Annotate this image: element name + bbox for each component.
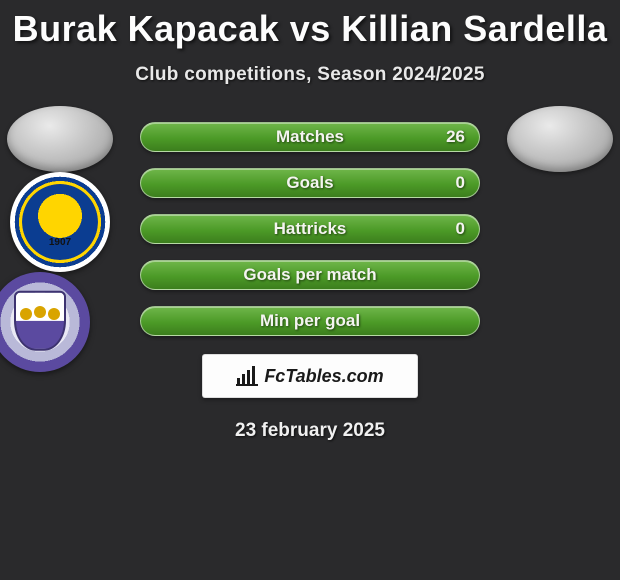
comparison-subtitle: Club competitions, Season 2024/2025 — [0, 64, 620, 86]
comparison-date: 23 february 2025 — [0, 420, 620, 442]
comparison-title: Burak Kapacak vs Killian Sardella — [0, 0, 620, 50]
stat-right-value: 0 — [456, 169, 465, 197]
stat-bar-goals-per-match: Goals per match — [140, 260, 480, 290]
club-badge-left — [10, 172, 110, 272]
stat-right-value: 0 — [456, 215, 465, 243]
stat-bar-matches: Matches 26 — [140, 122, 480, 152]
stat-label: Matches — [141, 123, 479, 151]
stat-label: Min per goal — [141, 307, 479, 335]
player-left-photo-placeholder — [7, 106, 113, 172]
stat-bar-hattricks: Hattricks 0 — [140, 214, 480, 244]
brand-card: FcTables.com — [202, 354, 418, 398]
brand-name: FcTables.com — [264, 366, 383, 387]
player-right-photo-placeholder — [507, 106, 613, 172]
stat-label: Goals — [141, 169, 479, 197]
stat-label: Hattricks — [141, 215, 479, 243]
stat-bar-goals: Goals 0 — [140, 168, 480, 198]
club-badge-right — [0, 272, 90, 372]
stat-right-value: 26 — [446, 123, 465, 151]
comparison-content: Matches 26 Goals 0 Hattricks 0 Goals per… — [0, 100, 620, 300]
stat-bar-min-per-goal: Min per goal — [140, 306, 480, 336]
stat-bars: Matches 26 Goals 0 Hattricks 0 Goals per… — [140, 122, 480, 352]
bar-chart-icon — [236, 366, 258, 386]
stat-label: Goals per match — [141, 261, 479, 289]
